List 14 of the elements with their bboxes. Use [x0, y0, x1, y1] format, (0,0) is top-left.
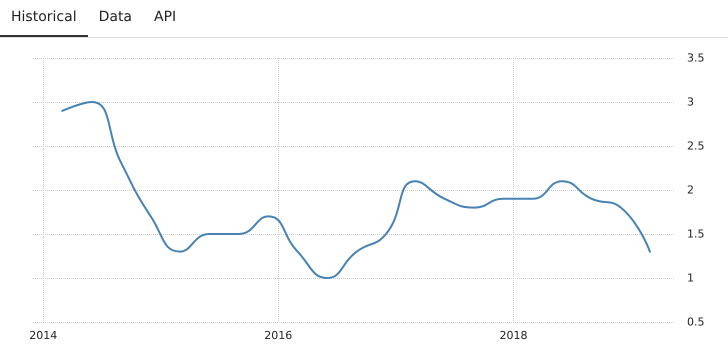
text: Data — [98, 8, 134, 27]
x-tick-label: 2016 — [264, 329, 292, 342]
x-tick-label: 2014 — [29, 329, 58, 342]
y-tick-label: 0.5 — [687, 316, 704, 328]
y-tick-label: 1 — [687, 272, 694, 284]
x-tick-label: 2018 — [499, 329, 528, 342]
y-tick-label: 2.5 — [687, 140, 704, 152]
line-series — [61, 101, 651, 279]
text: API — [153, 8, 178, 27]
y-tick-label: 3.5 — [687, 52, 704, 64]
y-tick-label: 2 — [687, 184, 694, 196]
text: Historical — [0, 0, 88, 37]
y-tick-label: 1.5 — [687, 228, 704, 240]
y-tick-label: 3 — [687, 96, 694, 108]
